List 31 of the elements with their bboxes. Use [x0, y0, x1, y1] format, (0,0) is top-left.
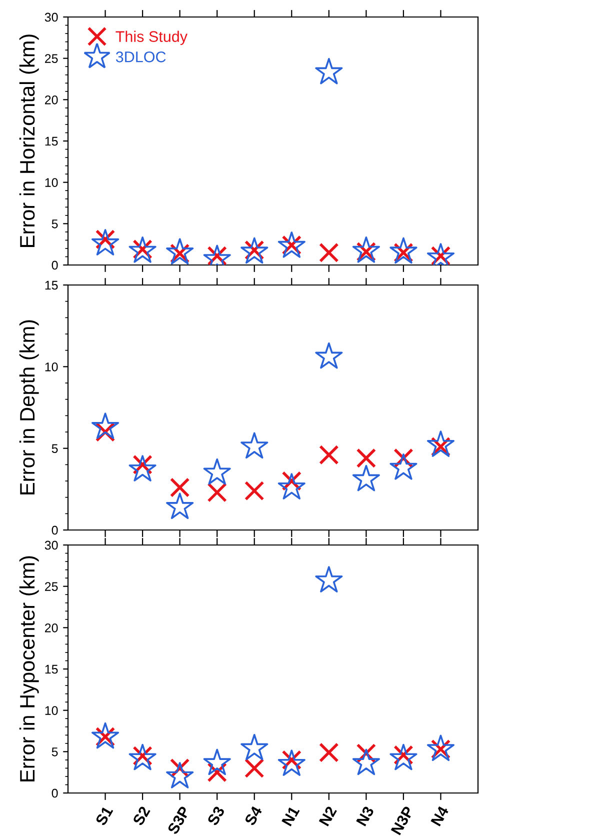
x-tick-label: S2: [132, 806, 150, 826]
y-tick-label: 15: [45, 280, 58, 290]
x-tick-label: S4: [244, 805, 263, 826]
y-tick-label: 15: [45, 664, 58, 674]
y-axis-title: Error in Hypocenter (km): [19, 556, 39, 782]
y-tick-label: 10: [45, 706, 58, 715]
y-tick-label: 0: [52, 260, 58, 270]
x-tick-label: N2: [318, 806, 337, 826]
y-tick-label: 5: [52, 220, 58, 228]
x-tick-label: N1: [282, 805, 300, 826]
x-tick-label: N3: [356, 805, 374, 826]
x-tick-label: N4: [430, 805, 449, 826]
y-tick-label: 5: [52, 444, 58, 453]
x-tick-label: S3: [206, 805, 226, 826]
y-tick-label: 30: [44, 12, 58, 22]
y-tick-label: 5: [52, 748, 58, 756]
y-tick-label: 20: [45, 623, 58, 632]
y-tick-label: 30: [44, 540, 58, 550]
y-axis-title: Error in Horizontal (km): [19, 34, 39, 247]
y-tick-label: 15: [45, 136, 58, 146]
y-tick-label: 25: [45, 582, 58, 591]
y-tick-label: 10: [45, 178, 58, 187]
y-tick-label: 25: [45, 54, 58, 63]
y-tick-label: 0: [52, 788, 58, 798]
x-tick-label: S1: [95, 805, 114, 826]
legend-label: 3DLOC: [116, 52, 166, 62]
legend-label: This Study: [116, 30, 188, 45]
y-tick-label: 10: [45, 362, 58, 372]
y-tick-label: 0: [52, 526, 58, 535]
y-tick-label: 20: [45, 95, 58, 104]
y-axis-title: Error in Depth (km): [19, 320, 39, 494]
